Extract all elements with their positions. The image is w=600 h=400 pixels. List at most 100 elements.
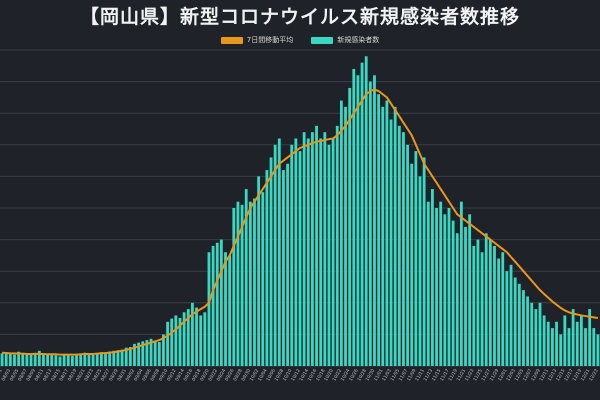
bar-new-cases <box>542 315 546 366</box>
bar-new-cases <box>228 255 232 366</box>
bar-new-cases <box>87 353 91 366</box>
bar-new-cases <box>447 208 451 366</box>
bar-new-cases <box>418 176 422 366</box>
x-tick-label: 11/15 <box>431 368 443 382</box>
x-tick-label: 11/27 <box>480 368 492 382</box>
bar-new-cases <box>108 351 112 366</box>
bar-new-cases <box>414 151 418 366</box>
x-tick-label: 08/25 <box>91 368 103 382</box>
x-tick-label: 08/29 <box>108 368 120 382</box>
bar-new-cases <box>472 245 476 366</box>
bar-new-cases <box>546 321 550 366</box>
x-tick-label: 10/10 <box>282 368 294 382</box>
x-tick-label: 08/07 <box>17 368 29 382</box>
bar-new-cases <box>83 352 87 366</box>
x-tick-label: 10/16 <box>307 368 319 382</box>
x-tick-label: 12/21 <box>580 368 592 382</box>
bar-new-cases <box>75 354 78 366</box>
bar-new-cases <box>393 106 397 366</box>
bar-new-cases <box>37 350 41 366</box>
bar-new-cases <box>199 315 203 366</box>
x-tick-label: 09/28 <box>232 368 244 382</box>
bar-new-cases <box>571 309 575 366</box>
x-tick-label: 08/31 <box>116 368 128 382</box>
x-tick-label: 10/24 <box>340 368 352 382</box>
bar-new-cases <box>29 354 33 366</box>
bar-new-cases <box>261 192 265 366</box>
bar-new-cases <box>402 132 405 366</box>
bar-new-cases <box>95 353 99 366</box>
x-tick-label: 10/26 <box>348 368 360 382</box>
bar-new-cases <box>104 352 107 366</box>
bar-new-cases <box>339 100 343 366</box>
x-tick-label: 08/05 <box>9 368 21 382</box>
x-tick-label: 12/05 <box>513 368 525 382</box>
bar-new-cases <box>509 264 513 366</box>
bar-new-cases <box>62 354 66 366</box>
bar-new-cases <box>439 201 443 366</box>
x-tick-label: 10/14 <box>298 368 310 382</box>
x-tick-label: 11/07 <box>398 368 410 382</box>
bar-new-cases <box>522 290 525 366</box>
bar-new-cases <box>120 349 124 366</box>
x-tick-label: 11/19 <box>447 368 459 382</box>
x-tick-label: 11/23 <box>464 368 476 382</box>
bar-new-cases <box>33 352 37 366</box>
bar-new-cases <box>302 132 306 366</box>
legend-item-new-cases: 新規感染者数 <box>311 35 379 45</box>
bar-new-cases <box>244 189 248 366</box>
bar-new-cases <box>575 321 579 366</box>
x-tick-label: 09/24 <box>216 368 228 382</box>
bar-new-cases <box>8 352 12 366</box>
bar-new-cases <box>579 315 583 366</box>
x-tick-label: 09/26 <box>224 368 236 382</box>
bar-new-cases <box>4 353 8 366</box>
bar-new-cases <box>517 283 521 366</box>
bar-new-cases <box>352 68 356 367</box>
bar-new-cases <box>505 271 509 366</box>
bar-new-cases <box>422 157 426 366</box>
bar-new-cases <box>480 252 484 366</box>
bar-new-cases <box>584 328 587 366</box>
x-tick-label: 11/09 <box>406 368 418 382</box>
bar-new-cases <box>397 125 401 366</box>
bar-new-cases <box>294 138 298 366</box>
bar-new-cases <box>236 201 240 366</box>
x-tick-label: 12/19 <box>571 368 583 382</box>
bar-new-cases <box>141 341 145 366</box>
legend-label-new-cases: 新規感染者数 <box>337 36 380 44</box>
x-tick-label: 12/23 <box>588 368 600 382</box>
bar-new-cases <box>348 87 352 367</box>
bar-new-cases <box>567 328 571 366</box>
bar-new-cases <box>323 132 327 366</box>
bar-new-cases <box>497 258 501 366</box>
x-tick-label: 12/09 <box>530 368 542 382</box>
x-tick-label: 10/22 <box>331 368 343 382</box>
bar-new-cases <box>551 328 554 366</box>
bar-new-cases <box>592 328 596 366</box>
x-tick-label: 12/07 <box>522 368 534 382</box>
bar-new-cases <box>315 125 318 366</box>
x-tick-label: 10/20 <box>323 368 335 382</box>
x-tick-label: 11/01 <box>373 368 385 382</box>
bar-new-cases <box>0 353 4 366</box>
legend-label-moving-average: 7日間移動平均 <box>246 36 294 44</box>
bar-new-cases <box>116 350 120 366</box>
x-tick-label: 12/01 <box>497 368 509 382</box>
bar-new-cases <box>459 201 463 366</box>
x-tick-label: 09/30 <box>240 368 252 382</box>
x-tick-label: 11/25 <box>472 368 484 382</box>
bar-new-cases <box>17 351 21 366</box>
bar-new-cases <box>493 245 496 366</box>
bar-new-cases <box>149 338 153 366</box>
bar-new-cases <box>406 144 409 366</box>
bar-new-cases <box>488 239 492 366</box>
bar-new-cases <box>91 354 95 366</box>
legend: 7日間移動平均 新規感染者数 <box>0 35 600 45</box>
x-tick-label: 08/11 <box>33 368 45 382</box>
bar-new-cases <box>335 125 339 366</box>
x-tick-label: 11/29 <box>489 368 501 382</box>
bar-new-cases <box>373 75 376 366</box>
x-tick-label: 11/13 <box>422 368 434 382</box>
bar-new-cases <box>211 245 215 366</box>
